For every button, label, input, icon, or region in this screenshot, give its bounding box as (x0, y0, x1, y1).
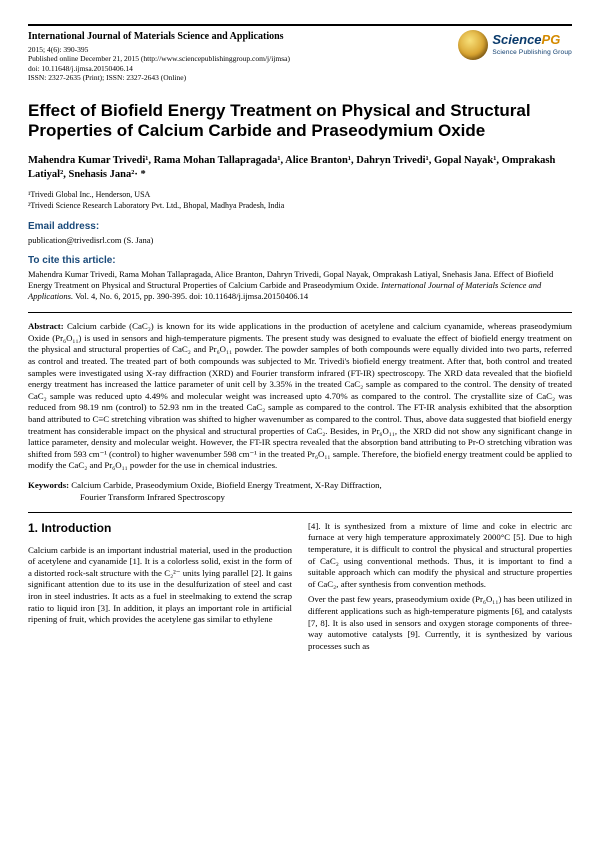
journal-issue: 2015; 4(6): 390-395 (28, 45, 458, 54)
email-address: publication@trivedisrl.com (S. Jana) (28, 235, 572, 246)
logo-word-b: PG (542, 32, 561, 47)
divider-top (28, 312, 572, 313)
journal-published: Published online December 21, 2015 (http… (28, 54, 458, 63)
keywords-line1: Calcium Carbide, Praseodymium Oxide, Bio… (71, 480, 381, 490)
intro-para-3: Over the past few years, praseodymium ox… (308, 594, 572, 652)
publisher-logo: SciencePG Science Publishing Group (458, 30, 572, 60)
journal-doi: doi: 10.11648/j.ijmsa.20150406.14 (28, 64, 458, 73)
journal-issn: ISSN: 2327-2635 (Print); ISSN: 2327-2643… (28, 73, 458, 82)
logo-word-a: Science (492, 32, 541, 47)
column-right: [4]. It is synthesized from a mixture of… (308, 521, 572, 657)
abstract-body: Calcium carbide (CaC₂) is known for its … (28, 321, 572, 470)
email-label: Email address: (28, 220, 572, 233)
column-left: 1. Introduction Calcium carbide is an im… (28, 521, 292, 657)
affiliations: ¹Trivedi Global Inc., Henderson, USA ²Tr… (28, 190, 572, 212)
cite-label: To cite this article: (28, 254, 572, 267)
keywords-line2: Fourier Transform Infrared Spectroscopy (28, 492, 572, 504)
journal-title: International Journal of Materials Scien… (28, 30, 458, 43)
body-columns: 1. Introduction Calcium carbide is an im… (28, 521, 572, 657)
keywords: Keywords: Calcium Carbide, Praseodymium … (28, 480, 572, 504)
page-header: International Journal of Materials Scien… (28, 24, 572, 83)
publisher-logo-text: SciencePG Science Publishing Group (492, 32, 572, 57)
authors-line: Mahendra Kumar Trivedi¹, Rama Mohan Tall… (28, 154, 572, 182)
affiliation-1: ¹Trivedi Global Inc., Henderson, USA (28, 190, 572, 201)
keywords-label: Keywords: (28, 480, 71, 490)
globe-icon (458, 30, 488, 60)
intro-para-2: [4]. It is synthesized from a mixture of… (308, 521, 572, 591)
section-heading-introduction: 1. Introduction (28, 521, 292, 537)
cite-tail: Vol. 4, No. 6, 2015, pp. 390-395. doi: 1… (73, 291, 308, 301)
citation-block: Mahendra Kumar Trivedi, Rama Mohan Talla… (28, 269, 572, 302)
publisher-name: SciencePG (492, 32, 572, 49)
intro-para-1: Calcium carbide is an important industri… (28, 545, 292, 626)
divider-bottom (28, 512, 572, 513)
article-title: Effect of Biofield Energy Treatment on P… (28, 101, 572, 142)
cite-authors: Mahendra Kumar Trivedi, Rama Mohan Talla… (28, 269, 491, 279)
publisher-subtitle: Science Publishing Group (492, 49, 572, 57)
abstract: Abstract: Calcium carbide (CaC₂) is know… (28, 321, 572, 472)
affiliation-2: ²Trivedi Science Research Laboratory Pvt… (28, 201, 572, 212)
journal-meta: International Journal of Materials Scien… (28, 30, 458, 83)
abstract-label: Abstract: (28, 321, 67, 331)
